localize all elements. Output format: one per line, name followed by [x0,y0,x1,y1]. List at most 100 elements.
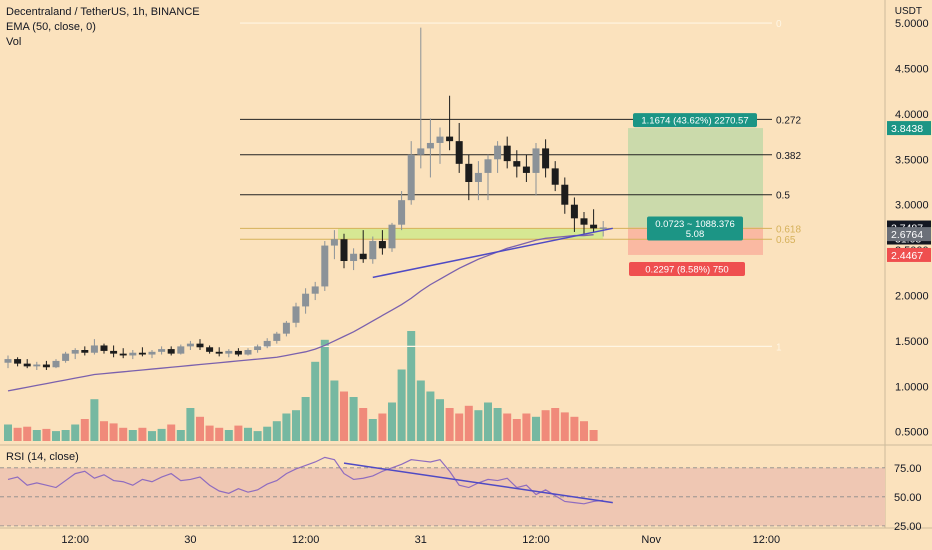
price-tag-label: 3.8438 [891,123,923,135]
candle-body [369,241,377,260]
volume-bar [493,408,502,441]
volume-bar [426,391,435,441]
fib-level-label: 0.65 [776,235,796,246]
candle-body [542,148,550,169]
price-tick-label: 4.5000 [895,63,929,75]
symbol-legend: Decentraland / TetherUS, 1h, BINANCE [6,6,200,18]
rsi-line [7,456,604,505]
candle-body [446,136,454,142]
volume-bar [407,331,416,441]
volume-bar [263,426,272,441]
volume-bar [522,413,531,441]
volume-bar [13,427,22,441]
candle-body [503,145,511,162]
target-label-text: 1.1674 (43.62%) 2270.57 [641,116,748,127]
price-trendline [372,227,613,279]
volume-bar [464,405,473,441]
volume-bar [340,391,348,441]
volume-bar [320,339,329,441]
candle-body [225,350,233,354]
candle-body [388,224,396,249]
time-tick-label: 12:00 [61,534,89,546]
volume-bar [167,424,176,441]
volume-bar [397,369,406,441]
time-tick-label: 12:00 [753,534,781,546]
fib-level-label: 1 [776,342,782,353]
price-tag-box [887,121,931,136]
stop-label-text: 0.2297 (8.58%) 750 [645,264,728,275]
candle-body [71,350,79,354]
volume-bar [589,430,598,441]
candle-body [81,350,89,353]
volume-bar [272,421,281,441]
candle-body [42,364,50,368]
candle-body [263,340,271,347]
rsi-legend: RSI (14, close) [6,451,79,463]
candle-body [282,322,290,334]
volume-bar [388,402,396,441]
volume-bar [186,408,195,441]
volume-bar [119,427,128,441]
candle-body [62,353,70,361]
time-tick-label: 12:00 [522,534,550,546]
candle-body [474,172,482,183]
volume-bar [445,408,454,441]
volume-bar [282,413,291,441]
candle-body [167,349,175,354]
volume-bar [80,419,89,441]
volume-bar [455,413,464,441]
volume-bar [90,399,99,441]
candle-body [398,200,406,225]
fib-level-label: 0.5 [776,191,790,202]
volume-bar [330,380,339,441]
candle-body [4,359,12,363]
candle-body [186,343,194,347]
fib-level-label: 0.272 [776,115,801,126]
volume-bar [4,424,12,441]
price-tick-label: 0.5000 [895,427,929,439]
candle-body [206,347,214,352]
candle-body [340,239,348,262]
volume-bar [234,425,243,441]
volume-bar [61,430,70,441]
candle-body [215,351,223,354]
candle-body [417,148,425,155]
price-tick-label: 3.0000 [895,200,929,212]
candle-body [330,239,338,246]
rsi-trendline [343,462,613,504]
volume-bar [215,427,224,441]
candle-body [570,204,578,219]
fib-level-label: 0.382 [776,151,801,162]
stop-label-box [629,261,745,276]
currency-label: USDT [894,6,922,17]
volume-bar [52,431,60,441]
vol-legend: Vol [6,36,22,48]
volume-bar [32,430,41,441]
volume-bar [224,430,233,441]
volume-bar [244,427,252,441]
volume-bar [176,430,185,441]
price-tick-label: 2.0000 [895,291,929,303]
price-tick-label: 1.0000 [895,381,929,393]
volume-bar [503,413,512,441]
volume-bar [416,380,425,441]
volume-bar [42,428,51,441]
candle-body [33,364,41,367]
volume-bar [551,408,560,441]
price-tag-box [887,247,931,262]
volume-bar [301,397,310,441]
volume-bar [541,410,550,441]
volume-bar [436,399,444,441]
candle-body [129,352,137,356]
price-tag-label: 2.4467 [891,250,923,262]
candle-body [321,245,329,287]
entry-zone [338,228,604,240]
price-tag-label: 2.6764 [891,229,923,241]
candle-body [148,351,156,355]
candle-body [378,241,386,249]
price-tick-label: 1.5000 [895,336,929,348]
time-tick-label: Nov [641,534,661,546]
ema-legend: EMA (50, close, 0) [6,21,96,33]
volume-bar [100,421,108,441]
candle-body [254,346,262,351]
